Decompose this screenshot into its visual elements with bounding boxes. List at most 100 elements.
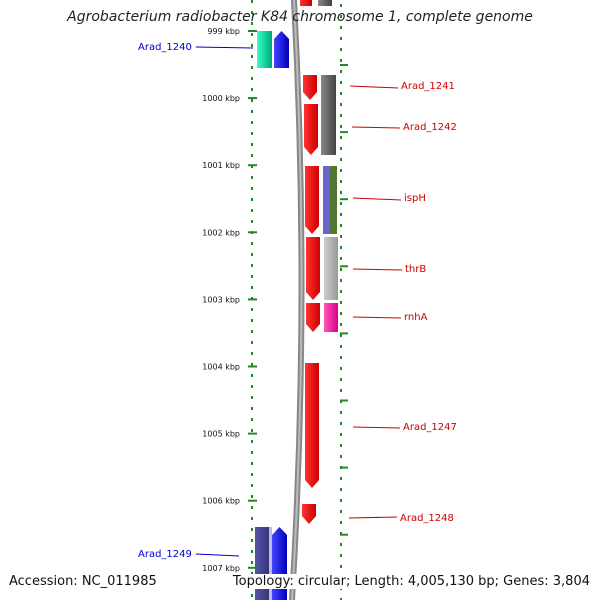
major-tick [248, 30, 257, 32]
inner-dot [251, 286, 253, 289]
inner-dot [251, 418, 253, 421]
gene-leader-line [349, 85, 399, 89]
tick-label: 1004 kbp [202, 363, 240, 372]
outer-dot [340, 411, 342, 414]
tick-label: 1001 kbp [202, 161, 240, 170]
outer-dot [340, 180, 342, 183]
tick-label: 1003 kbp [202, 295, 240, 304]
gene-isph [305, 166, 319, 234]
tick-label: 1007 kbp [202, 564, 240, 573]
major-tick [248, 566, 257, 569]
outer-dot [340, 356, 342, 359]
gene-leader-line [352, 268, 403, 271]
inner-dot [251, 330, 253, 333]
inner-dot [251, 253, 253, 256]
gene-label[interactable]: rnhA [404, 312, 428, 323]
outer-dot [340, 367, 342, 370]
tick-label: 1005 kbp [202, 430, 240, 439]
inner-dot [251, 99, 253, 102]
inner-dot [251, 495, 253, 498]
outer-dot [340, 389, 342, 392]
outer-dot [340, 543, 342, 546]
outer-dot [340, 345, 342, 348]
inner-dot [251, 374, 253, 377]
gene-arad-1249-arrow [272, 527, 287, 600]
inner-dot [251, 198, 253, 201]
inner-dot [251, 77, 253, 80]
outer-dot [340, 268, 342, 271]
outer-dot [340, 213, 342, 216]
inner-dot [251, 407, 253, 410]
gene-label[interactable]: Arad_1247 [403, 422, 457, 433]
tick-label: 999 kbp [207, 27, 240, 36]
tick-label: 1006 kbp [202, 497, 240, 506]
inner-dot [251, 528, 253, 531]
inner-dot [251, 319, 253, 322]
outer-dot [340, 147, 342, 150]
outer-dot [340, 103, 342, 106]
gene-label[interactable]: Arad_1242 [403, 122, 457, 133]
inner-dot [251, 209, 253, 212]
tick-label: 1002 kbp [202, 228, 240, 237]
gene-leader-line [195, 46, 254, 49]
outer-dot [340, 323, 342, 326]
outer-dot [340, 422, 342, 425]
gene-rnha-cog [324, 303, 338, 332]
gene-leader-line [352, 426, 401, 429]
gene-arad-1241 [303, 75, 317, 100]
outer-dot [340, 257, 342, 260]
gene-arad-1249 [255, 527, 270, 600]
inner-dot [251, 572, 253, 575]
outer-dot [340, 26, 342, 29]
gene-leader-line [195, 553, 240, 557]
outer-tick [340, 131, 348, 134]
gene-label[interactable]: Arad_1249 [138, 549, 192, 560]
inner-dot [251, 22, 253, 25]
gene-leader-line [352, 316, 402, 319]
feature-block [318, 0, 332, 6]
gene-arad-1241-cog [321, 75, 336, 155]
gene-label[interactable]: thrB [405, 264, 426, 275]
outer-dot [340, 246, 342, 249]
inner-dot [251, 363, 253, 366]
gene-label[interactable]: Arad_1241 [401, 81, 455, 92]
outer-dot [340, 37, 342, 40]
inner-dot [251, 440, 253, 443]
inner-dot [251, 429, 253, 432]
genome-title: Agrobacterium radiobacter K84 chromosome… [67, 9, 533, 25]
inner-dot [251, 275, 253, 278]
gene-arad-1240-arrow [274, 31, 289, 68]
outer-tick [340, 466, 348, 469]
inner-dot [251, 33, 253, 36]
major-tick [248, 499, 257, 502]
tick-label: 1000 kbp [202, 94, 240, 103]
topology-text: Topology: circular; Length: 4,005,130 bp… [230, 574, 592, 589]
outer-tick [340, 64, 348, 66]
feature-strip [269, 527, 272, 600]
gene-label[interactable]: Arad_1248 [400, 513, 454, 524]
inner-dot [251, 132, 253, 135]
gene-arad-1247 [305, 363, 319, 488]
inner-dot [251, 539, 253, 542]
gene-label[interactable]: Arad_1240 [138, 42, 192, 53]
gene-leader-line [352, 197, 402, 201]
gene-thrb-cog [324, 237, 338, 300]
outer-dot [340, 4, 342, 7]
inner-dot [251, 385, 253, 388]
inner-dot [251, 473, 253, 476]
major-tick [248, 365, 257, 368]
inner-dot [251, 517, 253, 520]
outer-dot [340, 444, 342, 447]
gene-label[interactable]: ispH [404, 193, 426, 204]
outer-dot [340, 48, 342, 51]
major-tick [248, 97, 257, 100]
inner-dot [251, 484, 253, 487]
inner-dot [251, 176, 253, 179]
inner-dot [251, 220, 253, 223]
outer-dot [340, 279, 342, 282]
inner-dot [251, 88, 253, 91]
inner-dot [251, 594, 253, 597]
inner-dot [251, 154, 253, 157]
inner-dot [251, 451, 253, 454]
